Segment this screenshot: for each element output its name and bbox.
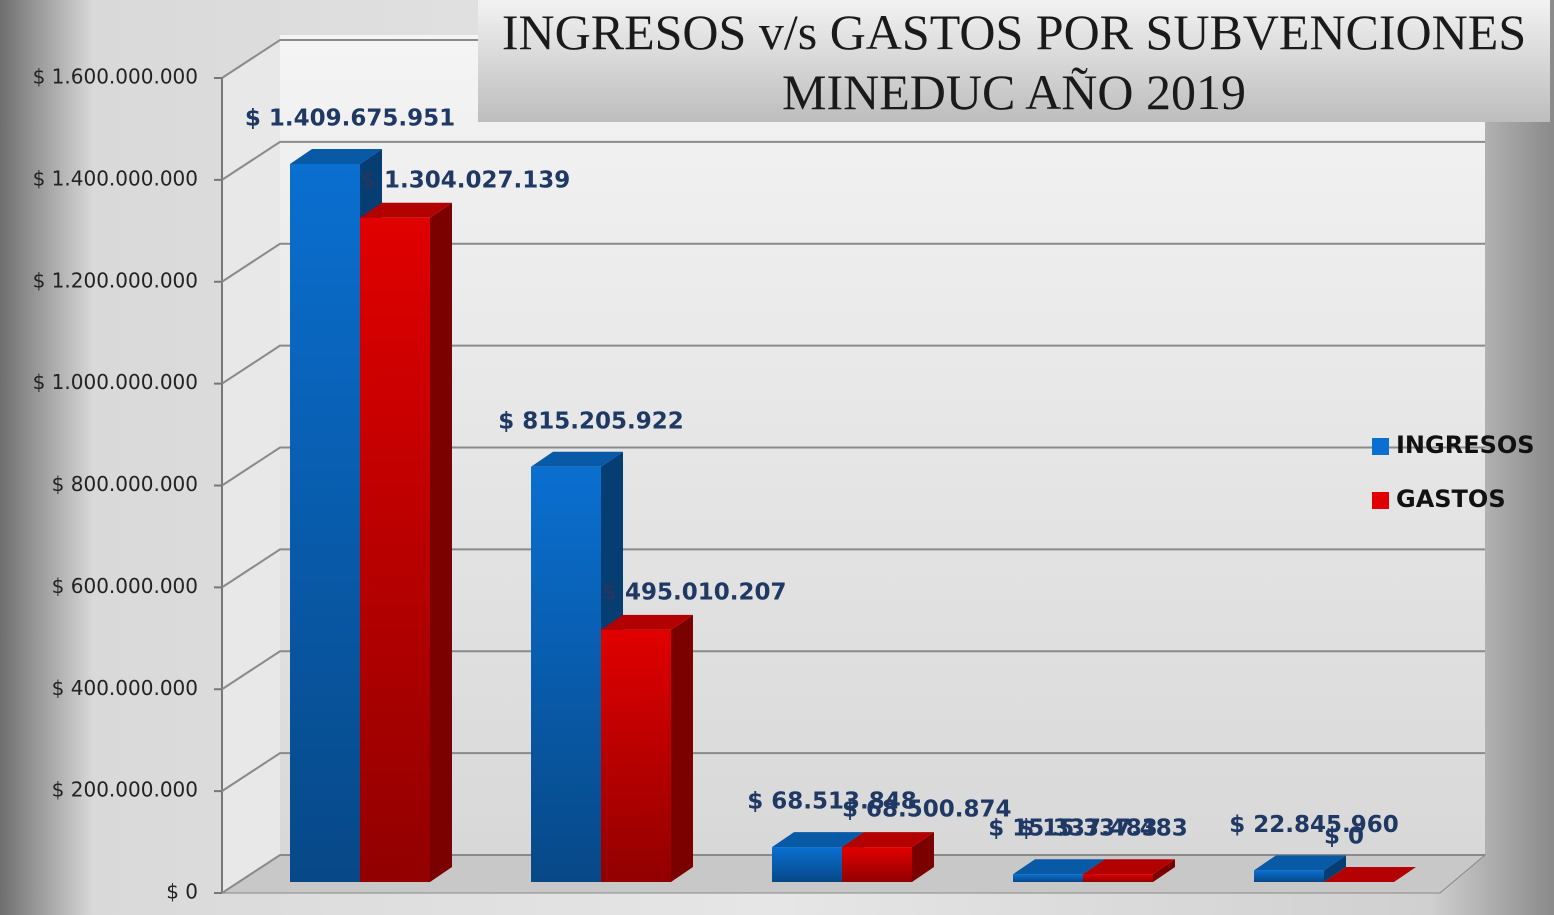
data-label: $ 1.409.675.951 <box>245 105 455 131</box>
bar-top <box>1324 867 1416 882</box>
bar-side <box>912 832 934 882</box>
grid-line <box>221 854 1485 894</box>
grid-line <box>221 344 1485 385</box>
bar-top <box>842 832 934 848</box>
bar-top <box>1013 859 1105 875</box>
grid-line <box>221 752 1485 792</box>
bar-top <box>1254 855 1346 871</box>
grid-line <box>221 548 1485 589</box>
y-tick-label: $ 1.000.000.000 <box>33 370 198 394</box>
bar-shade <box>1083 874 1153 882</box>
y-tick-label: $ 1.600.000.000 <box>33 65 198 89</box>
data-label: $ 68.513.848 <box>747 789 917 815</box>
data-label: $ 495.010.207 <box>601 579 787 605</box>
bar-shade <box>772 847 842 882</box>
bar-shade <box>531 466 601 882</box>
legend-swatch <box>1372 438 1389 455</box>
bar-shade <box>601 629 671 882</box>
data-label: $ 0 <box>1324 824 1364 850</box>
legend-label: INGRESOS <box>1396 431 1535 459</box>
y-tick-label: $ 400.000.000 <box>52 676 198 700</box>
bar-shade <box>360 217 430 882</box>
y-tick-label: $ 800.000.000 <box>52 472 198 496</box>
legend-swatch <box>1372 492 1389 509</box>
bar-top <box>601 614 693 630</box>
data-label: $ 15.337.483 <box>988 816 1158 842</box>
bar-shade <box>842 847 912 882</box>
data-label: $ 1.304.027.139 <box>360 167 570 193</box>
grid-line <box>221 242 1485 283</box>
bar-side <box>1153 859 1175 882</box>
back-wall <box>280 35 1485 855</box>
y-tick-label: $ 1.200.000.000 <box>33 268 198 292</box>
data-label: $ 15.337.483 <box>1018 816 1188 842</box>
data-label: $ 68.500.874 <box>842 797 1012 823</box>
chart-title: INGRESOS v/s GASTOS POR SUBVENCIONES MIN… <box>478 0 1550 122</box>
bar-side <box>1324 855 1346 882</box>
bar-side <box>430 202 452 882</box>
y-tick-label: $ 600.000.000 <box>52 574 198 598</box>
y-tick-label: $ 1.400.000.000 <box>33 166 198 190</box>
bar-shade <box>290 163 360 883</box>
bar-top <box>531 451 623 467</box>
bar-top <box>360 202 452 218</box>
y-tick-label: $ 200.000.000 <box>52 778 198 802</box>
bar-side <box>671 614 693 882</box>
grid-line <box>221 140 1485 181</box>
bar-top <box>290 148 382 164</box>
y-tick-label: $ 0 <box>166 880 198 904</box>
bar-shade <box>1013 874 1083 882</box>
legend-label: GASTOS <box>1396 485 1506 513</box>
data-label: $ 22.845.960 <box>1229 812 1399 838</box>
bar-top <box>772 832 864 848</box>
grid-line <box>221 650 1485 691</box>
grid-line <box>221 446 1485 487</box>
bar-shade <box>1254 870 1324 882</box>
bar-top <box>1083 859 1175 875</box>
data-label: $ 815.205.922 <box>498 408 684 434</box>
